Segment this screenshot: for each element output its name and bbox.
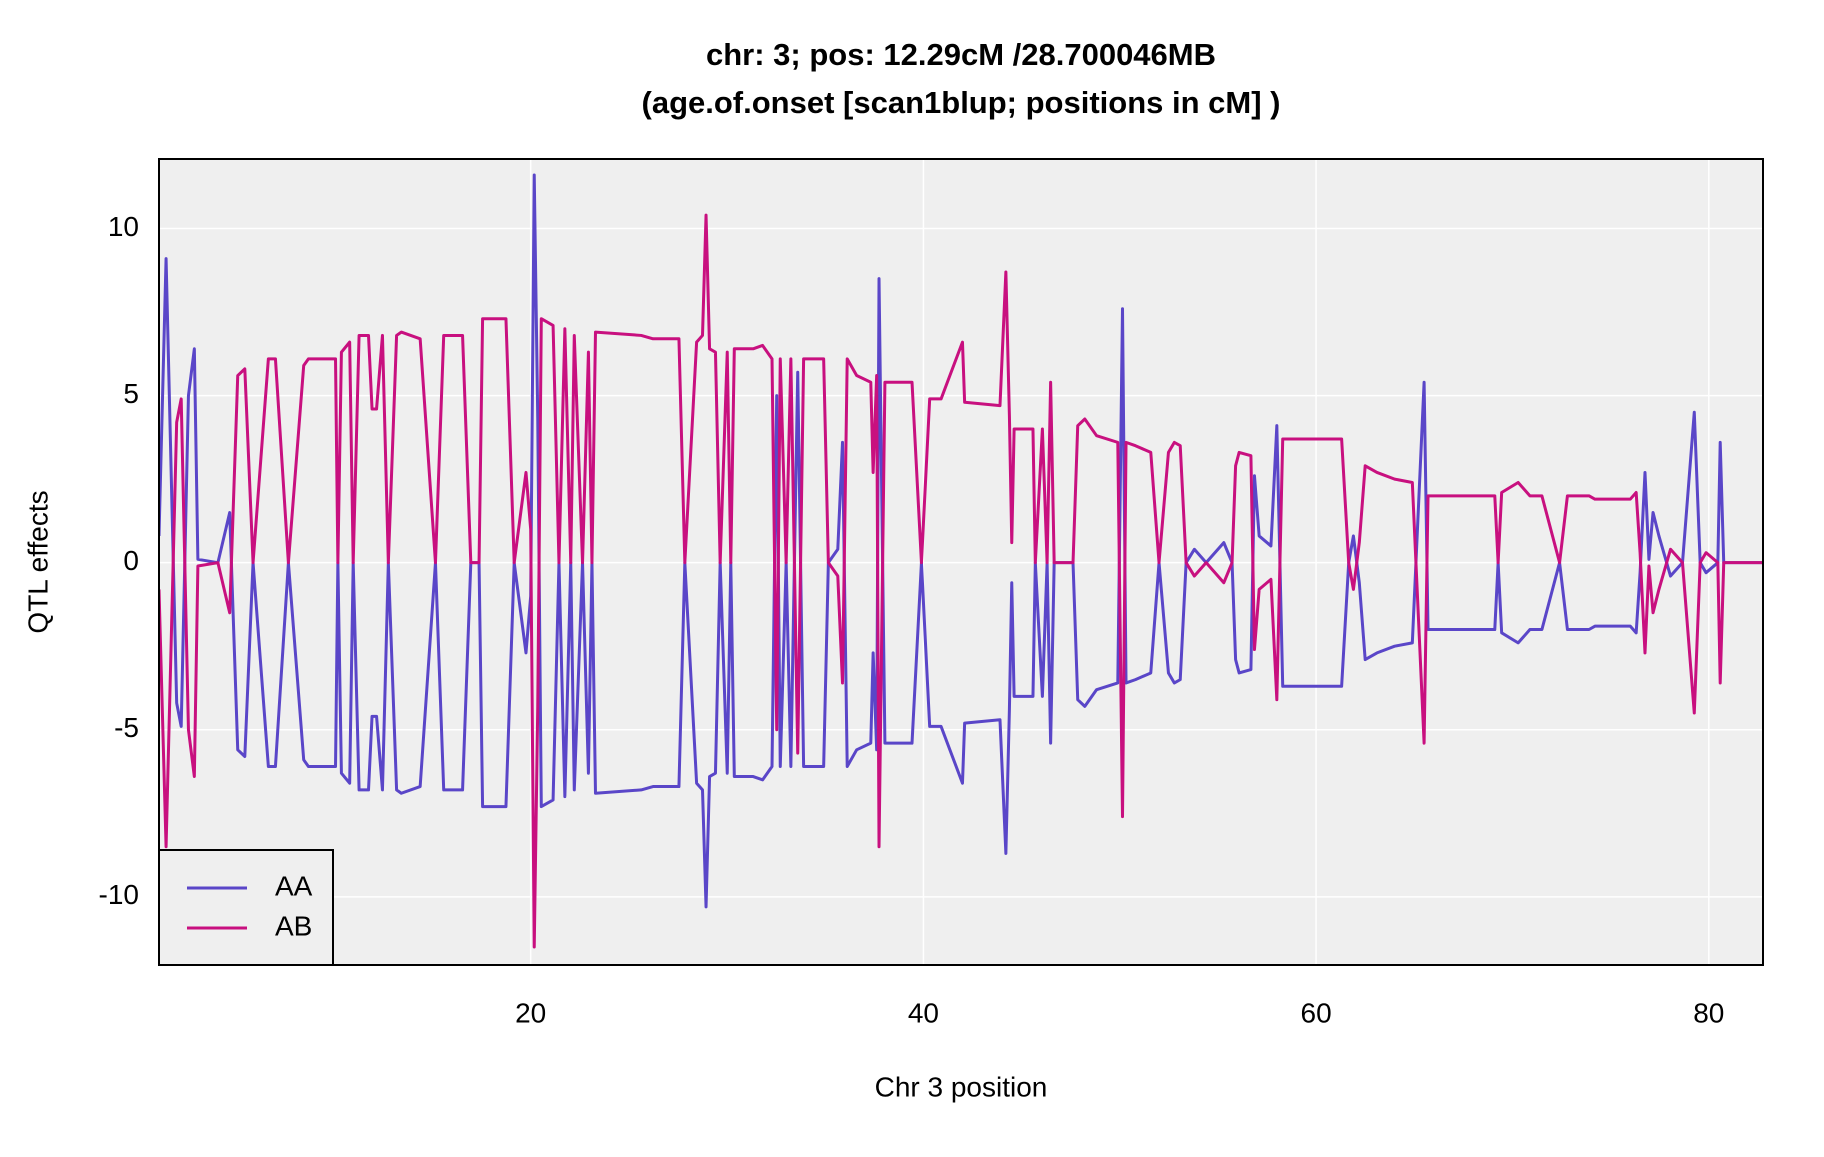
series-line bbox=[159, 173, 1763, 909]
plot-frame bbox=[158, 158, 1764, 966]
y-tick-label: -5 bbox=[114, 712, 139, 743]
chart-subtitle: (age.of.onset [scan1blup; positions in c… bbox=[642, 85, 1281, 120]
y-tick-label: 0 bbox=[123, 545, 139, 576]
x-tick-label: 40 bbox=[908, 997, 939, 1028]
x-tick-label: 20 bbox=[515, 997, 546, 1028]
y-tick-label: 10 bbox=[108, 211, 139, 242]
legend-label: AA bbox=[275, 870, 313, 901]
y-axis-label: QTL effects bbox=[22, 490, 53, 633]
y-tick-label: 5 bbox=[123, 378, 139, 409]
legend-box bbox=[158, 849, 334, 966]
x-axis-label: Chr 3 position bbox=[875, 1071, 1048, 1102]
series-line bbox=[159, 213, 1763, 949]
chart-title: chr: 3; pos: 12.29cM /28.700046MB bbox=[706, 37, 1216, 72]
y-tick-label: -10 bbox=[99, 879, 139, 910]
x-tick-label: 60 bbox=[1301, 997, 1332, 1028]
x-tick-label: 80 bbox=[1693, 997, 1724, 1028]
legend-label: AB bbox=[275, 910, 312, 941]
